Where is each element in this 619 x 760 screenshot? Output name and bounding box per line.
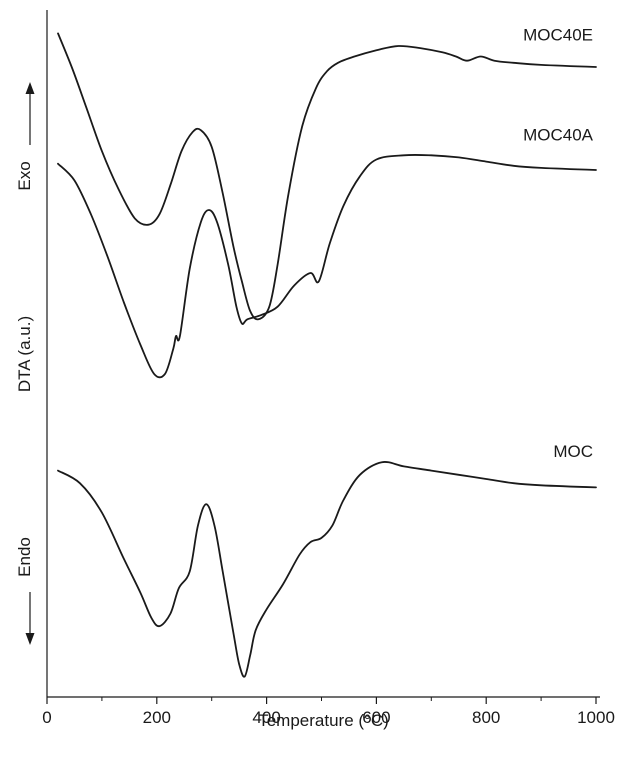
y-axis-title: DTA (a.u.) xyxy=(15,316,34,392)
endo-label: Endo xyxy=(15,537,34,577)
exo-label: Exo xyxy=(15,161,34,190)
series-label-moc40e: MOC40E xyxy=(523,26,593,45)
exo-indicator: Exo xyxy=(15,82,35,191)
exo-arrow-head-icon xyxy=(25,82,35,94)
series-line-moc xyxy=(57,461,597,678)
series-line-moc40e xyxy=(57,32,597,321)
x-axis-title: Temperature (°C) xyxy=(258,711,389,730)
x-axis-ticks xyxy=(46,697,597,704)
series-group: MOC40E MOC40A MOC xyxy=(57,26,597,678)
x-tick-label: 1000 xyxy=(577,708,615,727)
series-label-moc40a: MOC40A xyxy=(523,126,594,145)
series-label-moc: MOC xyxy=(553,442,593,461)
x-tick-label: 0 xyxy=(42,708,51,727)
x-axis-tick-labels: 0 200 400 600 800 1000 xyxy=(42,708,615,727)
x-tick-label: 600 xyxy=(362,708,390,727)
endo-arrow-head-icon xyxy=(25,633,35,645)
x-tick-label: 200 xyxy=(143,708,171,727)
x-tick-label: 400 xyxy=(252,708,280,727)
endo-indicator: Endo xyxy=(15,537,35,645)
x-tick-label: 800 xyxy=(472,708,500,727)
series-line-moc40a xyxy=(57,154,597,379)
